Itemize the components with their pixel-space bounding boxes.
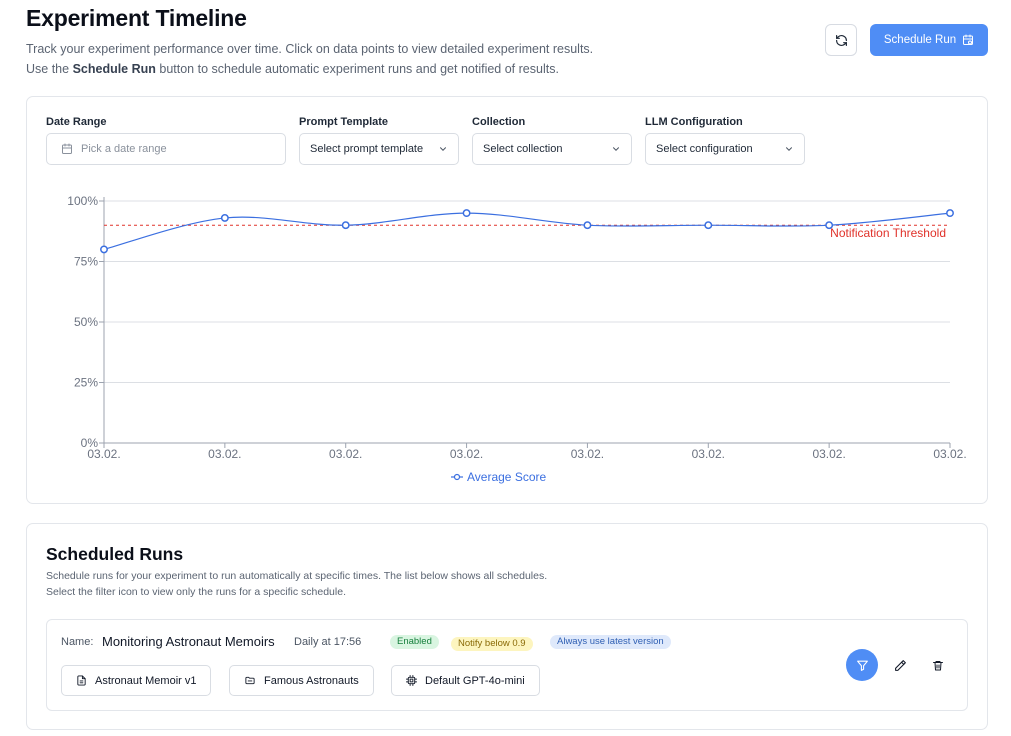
- run-name: Monitoring Astronaut Memoirs: [102, 634, 275, 649]
- schedule-run-mention: Schedule Run: [72, 61, 156, 76]
- file-text-icon: [77, 675, 86, 686]
- data-point[interactable]: [583, 221, 592, 230]
- x-tick-label: 03.02.: [329, 447, 362, 461]
- collection-chip-label: Famous Astronauts: [264, 674, 359, 687]
- collection-value: Select collection: [483, 143, 563, 155]
- scheduled-runs-card: Scheduled Runs Schedule runs for your ex…: [26, 523, 988, 730]
- collection-chip[interactable]: Famous Astronauts: [229, 665, 374, 696]
- date-range-placeholder: Pick a date range: [81, 143, 167, 155]
- schedule-run-label: Schedule Run: [883, 34, 957, 46]
- folder-icon: [245, 676, 255, 685]
- scheduled-runs-title: Scheduled Runs: [46, 544, 184, 564]
- data-point[interactable]: [341, 221, 350, 230]
- x-tick-label: 03.02.: [87, 447, 120, 461]
- y-tick-label: 0%: [81, 436, 99, 450]
- date-range-label: Date Range: [46, 116, 107, 128]
- x-tick-label: 03.02.: [812, 447, 845, 461]
- llm-configuration-value: Select configuration: [656, 143, 753, 155]
- x-tick-label: 03.02.: [692, 447, 725, 461]
- data-point[interactable]: [100, 245, 108, 254]
- version-badge: Always use latest version: [550, 635, 671, 649]
- collection-select[interactable]: Select collection: [472, 133, 632, 165]
- status-badge-enabled: Enabled: [390, 635, 439, 649]
- y-tick-label: 50%: [74, 315, 98, 329]
- prompt-template-value: Select prompt template: [310, 143, 424, 155]
- subtitle-line-2: Use the Schedule Run button to schedule …: [26, 61, 559, 76]
- prompt-chip-label: Astronaut Memoir v1: [95, 674, 197, 687]
- delete-schedule-button[interactable]: [928, 655, 948, 675]
- y-tick-label: 100%: [67, 194, 98, 208]
- subtitle-line-1: Track your experiment performance over t…: [26, 42, 594, 56]
- x-tick-label: 03.02.: [450, 447, 483, 461]
- run-schedule-time: Daily at 17:56: [294, 636, 362, 648]
- calendar-clock-icon: [963, 34, 974, 45]
- average-score-line: [103, 212, 951, 250]
- prompt-template-select[interactable]: Select prompt template: [299, 133, 459, 165]
- scheduled-runs-subtitle-line-1: Schedule runs for your experiment to run…: [46, 570, 548, 582]
- config-chip[interactable]: Default GPT-4o-mini: [391, 665, 540, 696]
- notify-threshold-badge: Notify below 0.9: [451, 637, 533, 651]
- config-chip-label: Default GPT-4o-mini: [425, 674, 525, 687]
- chevron-down-icon: [786, 147, 792, 151]
- data-point[interactable]: [704, 221, 713, 230]
- refresh-button[interactable]: [825, 24, 857, 56]
- prompt-chip[interactable]: Astronaut Memoir v1: [61, 665, 212, 696]
- timeline-chart: 0% 25% 50% 75% 100% 03.02. 03.02. 03.02. 03.02. 0…: [67, 194, 966, 484]
- date-range-picker[interactable]: Pick a date range: [46, 133, 286, 165]
- data-point[interactable]: [825, 221, 834, 230]
- cpu-icon: [406, 675, 417, 686]
- timeline-card: Date Range Pick a date range Prompt Temp…: [26, 96, 988, 504]
- pencil-icon: [894, 659, 906, 671]
- legend-label: Average Score: [467, 470, 546, 484]
- page-title: Experiment Timeline: [26, 5, 247, 31]
- legend-point-marker: [453, 473, 461, 481]
- llm-configuration-select[interactable]: Select configuration: [645, 133, 805, 165]
- x-tick-label: 03.02.: [933, 447, 966, 461]
- x-tick-label: 03.02.: [208, 447, 241, 461]
- prompt-template-label: Prompt Template: [299, 116, 389, 128]
- filter-icon: [856, 660, 868, 671]
- scheduled-runs-subtitle: Schedule runs for your experiment to run…: [46, 568, 547, 600]
- run-name-label: Name:: [61, 636, 94, 648]
- chevron-down-icon: [613, 147, 619, 151]
- y-tick-label: 75%: [74, 255, 98, 269]
- y-tick-label: 25%: [74, 376, 98, 390]
- collection-label: Collection: [472, 116, 526, 128]
- chevron-down-icon: [440, 147, 446, 151]
- refresh-icon: [835, 34, 847, 46]
- llm-configuration-label: LLM Configuration: [645, 116, 743, 128]
- schedule-run-button[interactable]: Schedule Run: [870, 24, 988, 56]
- calendar-icon: [62, 143, 72, 154]
- data-point[interactable]: [946, 209, 954, 218]
- x-tick-label: 03.02.: [571, 447, 604, 461]
- data-point[interactable]: [220, 213, 229, 222]
- trash-icon: [933, 660, 943, 670]
- data-point[interactable]: [462, 209, 471, 218]
- notification-threshold-label: Notification Threshold: [830, 226, 946, 240]
- edit-schedule-button[interactable]: [890, 655, 910, 675]
- scheduled-runs-subtitle-line-2: Select the filter icon to view only the …: [46, 586, 346, 598]
- scheduled-run-item: Name: Monitoring Astronaut Memoirs Daily…: [46, 619, 968, 711]
- filter-runs-button[interactable]: [846, 649, 878, 681]
- page-subtitle: Track your experiment performance over t…: [26, 40, 726, 79]
